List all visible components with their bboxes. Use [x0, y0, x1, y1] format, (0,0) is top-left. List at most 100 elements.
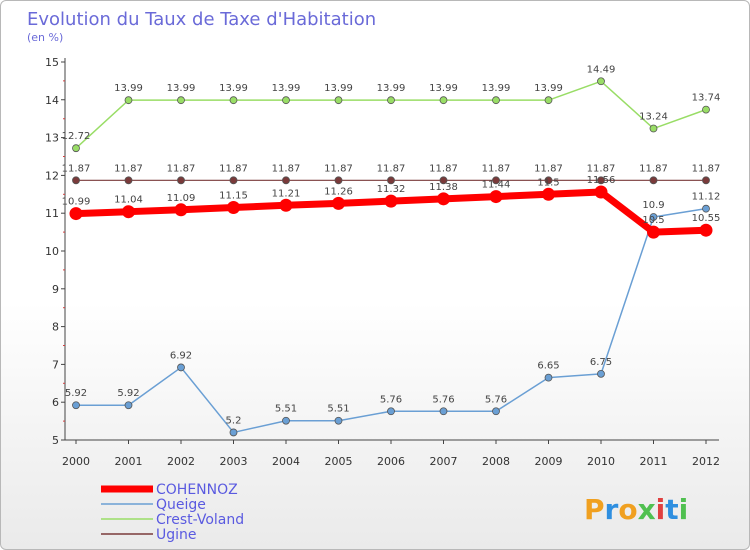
logo-letter: o [618, 493, 637, 526]
data-label: 13.99 [219, 83, 248, 94]
data-point [227, 201, 240, 215]
data-label: 5.51 [327, 404, 349, 415]
data-label: 11.87 [219, 163, 248, 174]
data-label: 11.87 [114, 163, 143, 174]
data-label: 5.76 [380, 394, 402, 405]
data-label: 6.92 [170, 350, 192, 361]
data-point [334, 416, 343, 425]
data-point [282, 176, 290, 185]
x-tick-label: 2003 [220, 455, 248, 468]
data-label: 11.87 [167, 163, 196, 174]
data-label: 13.99 [114, 83, 143, 94]
logo-letter: x [638, 493, 656, 526]
data-point [72, 144, 80, 153]
legend-label: Queige [156, 497, 206, 513]
series-layer: 5.92 5.92 6.92 5.2 5.51 5.51 5.76 5.76 5.76 6.65 6… [62, 64, 721, 437]
data-point [492, 96, 500, 105]
axes: 5 6 7 8 9 10 11 12 13 14 15 2000 2001 2002 2003 2004 200… [45, 56, 720, 468]
data-label: 13.99 [167, 83, 196, 94]
series-queige: 5.92 5.92 6.92 5.2 5.51 5.51 5.76 5.76 5.76 6.65 6… [65, 192, 721, 437]
data-point [597, 77, 605, 86]
chart-title: Evolution du Taux de Taxe d'Habitation [27, 9, 376, 30]
data-point [174, 203, 188, 217]
data-label: 11.5 [537, 177, 559, 188]
data-point [177, 96, 185, 105]
data-point [542, 187, 555, 201]
data-point [282, 96, 290, 105]
data-point [594, 185, 608, 199]
logo-letter: i [656, 493, 666, 526]
legend-label: Ugine [156, 527, 197, 543]
data-label: 11.21 [272, 188, 301, 199]
logo-letter: t [665, 493, 678, 526]
data-label: 11.87 [377, 163, 406, 174]
data-point [387, 407, 395, 416]
y-tick-label: 10 [45, 245, 59, 258]
data-point [229, 96, 238, 105]
data-label: 11.32 [377, 184, 406, 195]
data-label: 11.87 [587, 163, 616, 174]
data-point [702, 176, 710, 185]
x-tick-label: 2012 [692, 455, 720, 468]
data-label: 6.65 [537, 361, 559, 372]
data-point [647, 225, 660, 239]
data-point [177, 363, 185, 372]
x-tick-label: 2006 [377, 455, 405, 468]
data-point [702, 105, 710, 114]
data-point [597, 176, 605, 185]
data-point [72, 176, 80, 185]
data-label: 11.38 [429, 182, 458, 193]
legend-label: COHENNOZ [156, 482, 238, 498]
data-point [439, 407, 448, 416]
data-label: 11.56 [587, 175, 616, 186]
x-tick-label: 2008 [482, 455, 510, 468]
data-point [437, 192, 450, 206]
data-label: 11.87 [429, 163, 458, 174]
data-point [177, 176, 185, 185]
logo-letter: r [605, 493, 619, 526]
y-tick-label: 11 [45, 207, 59, 220]
data-label: 14.49 [587, 64, 616, 75]
data-point [387, 96, 395, 105]
data-label: 13.99 [324, 83, 353, 94]
y-tick-label: 15 [45, 56, 59, 69]
data-point [649, 213, 658, 221]
data-point [124, 401, 133, 410]
x-tick-label: 2000 [62, 455, 90, 468]
data-label: 13.74 [692, 93, 721, 104]
data-point [124, 96, 133, 105]
data-label: 11.15 [219, 191, 248, 202]
data-point [649, 124, 658, 133]
data-point [387, 176, 395, 185]
data-label: 5.51 [275, 404, 297, 415]
data-point [699, 223, 713, 237]
x-tick-label: 2005 [325, 455, 353, 468]
series-cohennoz: 10.99 11.04 11.09 11.15 11.21 11.26 11.32 11.38… [62, 175, 720, 239]
data-point [122, 205, 135, 219]
data-point [124, 176, 133, 185]
data-point [384, 194, 398, 208]
data-point [649, 176, 658, 185]
x-tick-label: 2009 [535, 455, 563, 468]
y-tick-label: 8 [52, 321, 59, 334]
y-tick-label: 13 [45, 132, 59, 145]
y-tick-label: 5 [52, 434, 59, 447]
data-label: 11.04 [114, 195, 143, 206]
y-tick-label: 7 [52, 358, 59, 371]
data-label: 11.12 [692, 192, 721, 203]
x-tick-label: 2002 [167, 455, 195, 468]
data-label: 11.87 [534, 163, 563, 174]
y-tick-label: 12 [45, 169, 59, 182]
data-point [544, 96, 553, 105]
data-point [69, 207, 83, 221]
x-tick-label: 2004 [272, 455, 300, 468]
data-point [544, 176, 553, 185]
data-point [282, 416, 290, 425]
data-point [72, 401, 80, 410]
data-label: 13.99 [272, 83, 301, 94]
chart-subtitle: (en %) [27, 31, 63, 44]
data-label: 5.2 [226, 415, 242, 426]
data-point [492, 176, 500, 185]
